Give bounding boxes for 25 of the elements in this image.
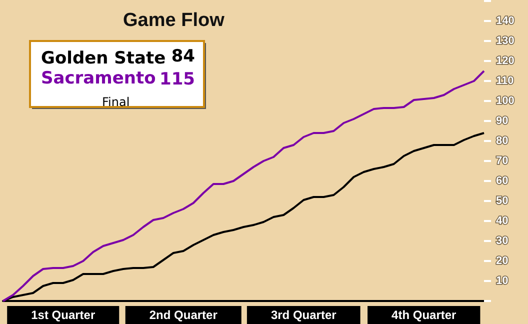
- annotation: 84: [171, 46, 196, 66]
- x-tick-label: 3rd Quarter: [270, 308, 337, 322]
- y-tick-label: 30: [496, 235, 508, 247]
- y-tick-label: 130: [496, 35, 514, 47]
- annotation: 115: [160, 70, 196, 90]
- y-tick-label: 70: [496, 155, 508, 167]
- y-tick-label: 110: [496, 75, 514, 87]
- y-tick-label: 120: [496, 55, 514, 67]
- y-tick-label: 50: [496, 195, 508, 207]
- y-tick-label: 80: [496, 135, 508, 147]
- x-tick-label: 1st Quarter: [31, 308, 96, 322]
- y-tick-label: 10: [496, 275, 508, 287]
- y-tick-label: 40: [496, 215, 508, 227]
- y-tick-label: 100: [496, 95, 514, 107]
- line-series: [2, 70, 485, 302]
- text: Sacramento: [41, 68, 156, 88]
- annotation: Final: [102, 95, 130, 109]
- y-tick-label: 20: [496, 255, 508, 267]
- x-tick-label: 4th Quarter: [392, 308, 457, 322]
- y-tick-label: 140: [496, 15, 514, 27]
- text: Game Flow: [123, 10, 225, 31]
- y-tick-label: 90: [496, 115, 508, 127]
- x-tick-label: 2nd Quarter: [149, 308, 218, 322]
- text: Golden State: [41, 48, 166, 68]
- y-tick-label: 60: [496, 175, 508, 187]
